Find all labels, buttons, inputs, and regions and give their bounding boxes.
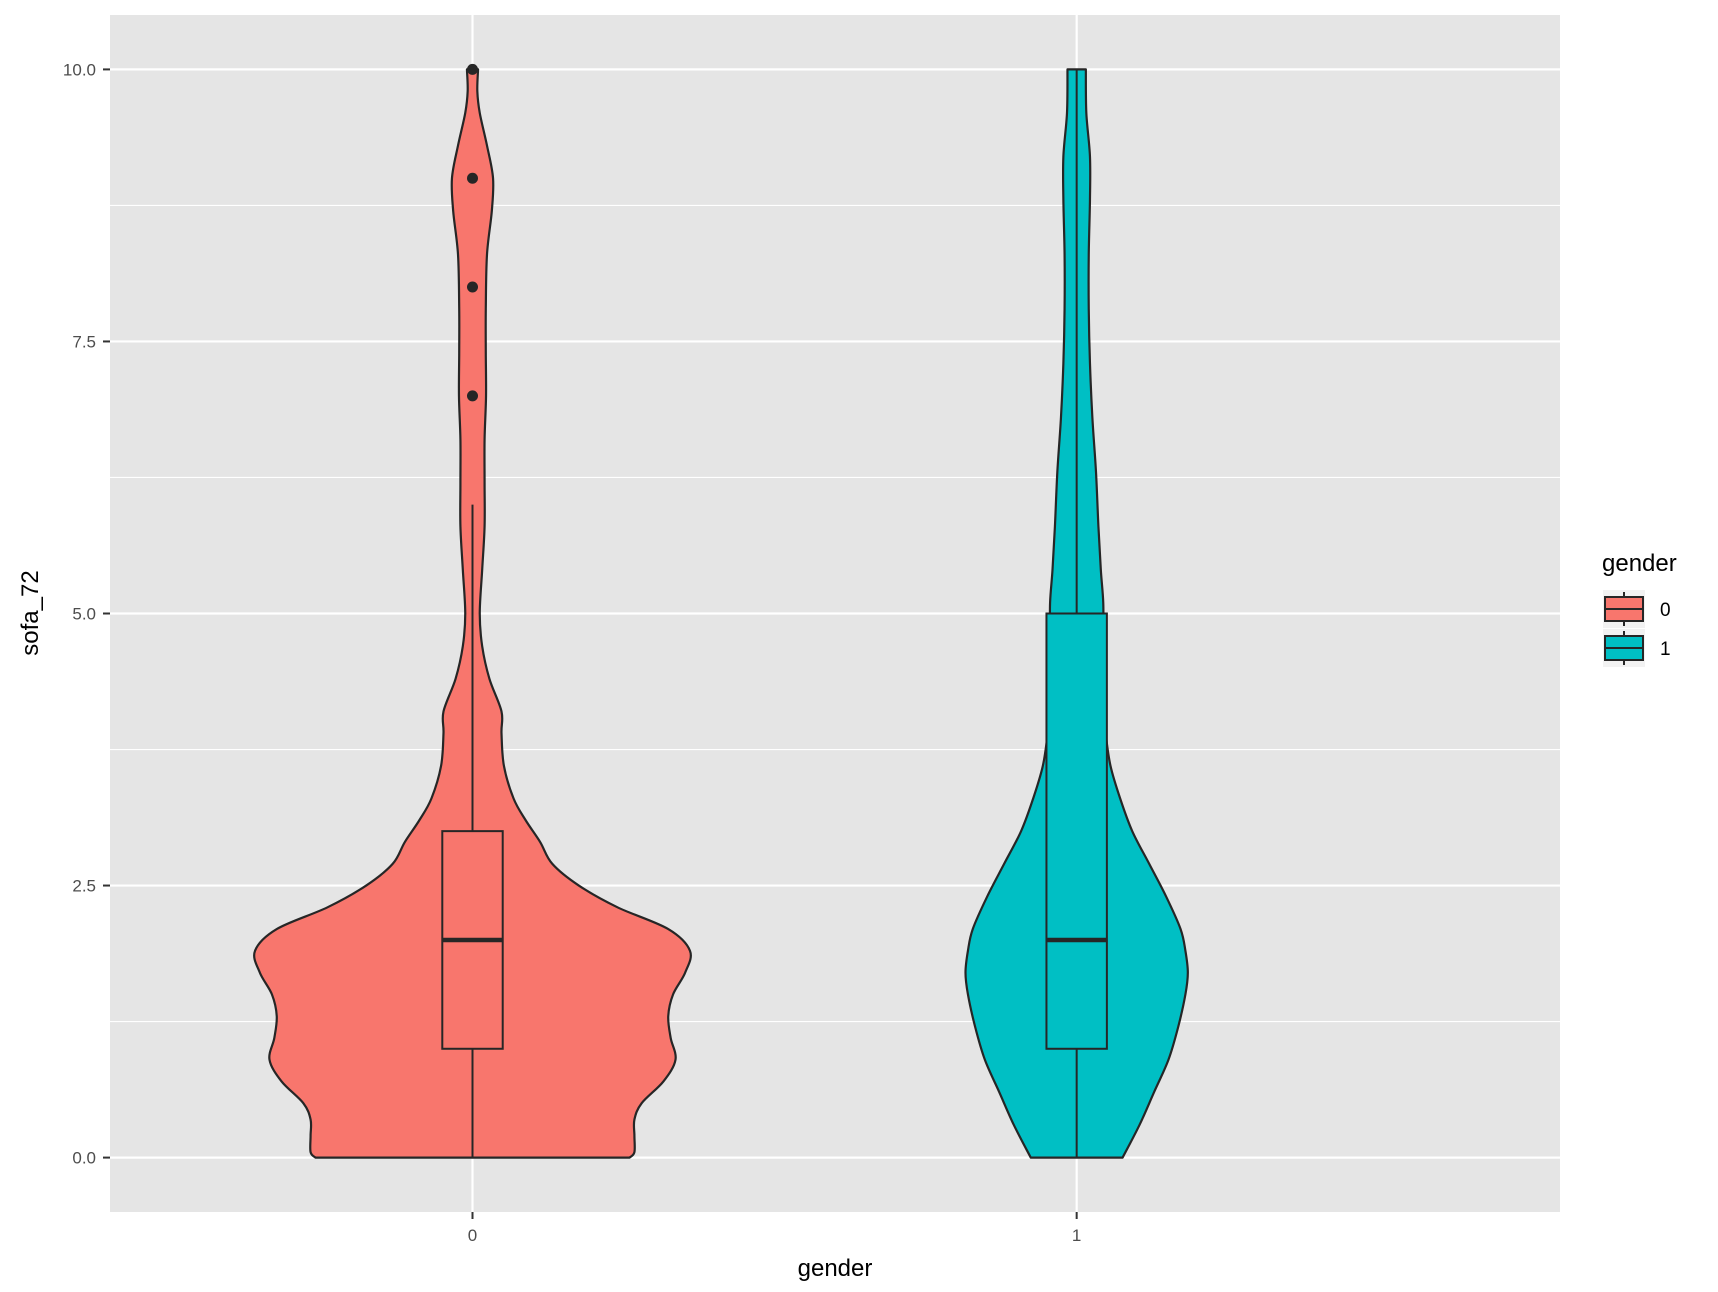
box-1 [1045, 612, 1108, 1050]
y-tick-label: 0.0 [72, 1149, 96, 1168]
y-tick-label: 2.5 [72, 877, 96, 896]
outlier-points [467, 63, 478, 402]
y-axis-title: sofa_72 [17, 570, 44, 655]
outlier-point [467, 63, 478, 75]
legend: gender 01 [1602, 550, 1677, 667]
x-axis-title: gender [798, 1255, 873, 1282]
legend-title: gender [1602, 550, 1677, 577]
boxplots [441, 69, 1108, 1158]
x-tick-label: 0 [468, 1226, 477, 1245]
x-tick-label: 1 [1072, 1226, 1081, 1245]
y-tick-label: 5.0 [72, 605, 96, 624]
outlier-point [467, 281, 478, 293]
outlier-point [467, 390, 478, 402]
y-axis: 0.0 2.5 5.0 7.5 10.0 [63, 60, 110, 1168]
legend-entries: 01 [1603, 590, 1671, 667]
y-tick-label: 10.0 [63, 60, 96, 79]
outlier-point [467, 172, 478, 184]
y-tick-label: 7.5 [72, 332, 96, 351]
legend-label: 0 [1660, 600, 1671, 621]
legend-label: 1 [1660, 639, 1671, 660]
